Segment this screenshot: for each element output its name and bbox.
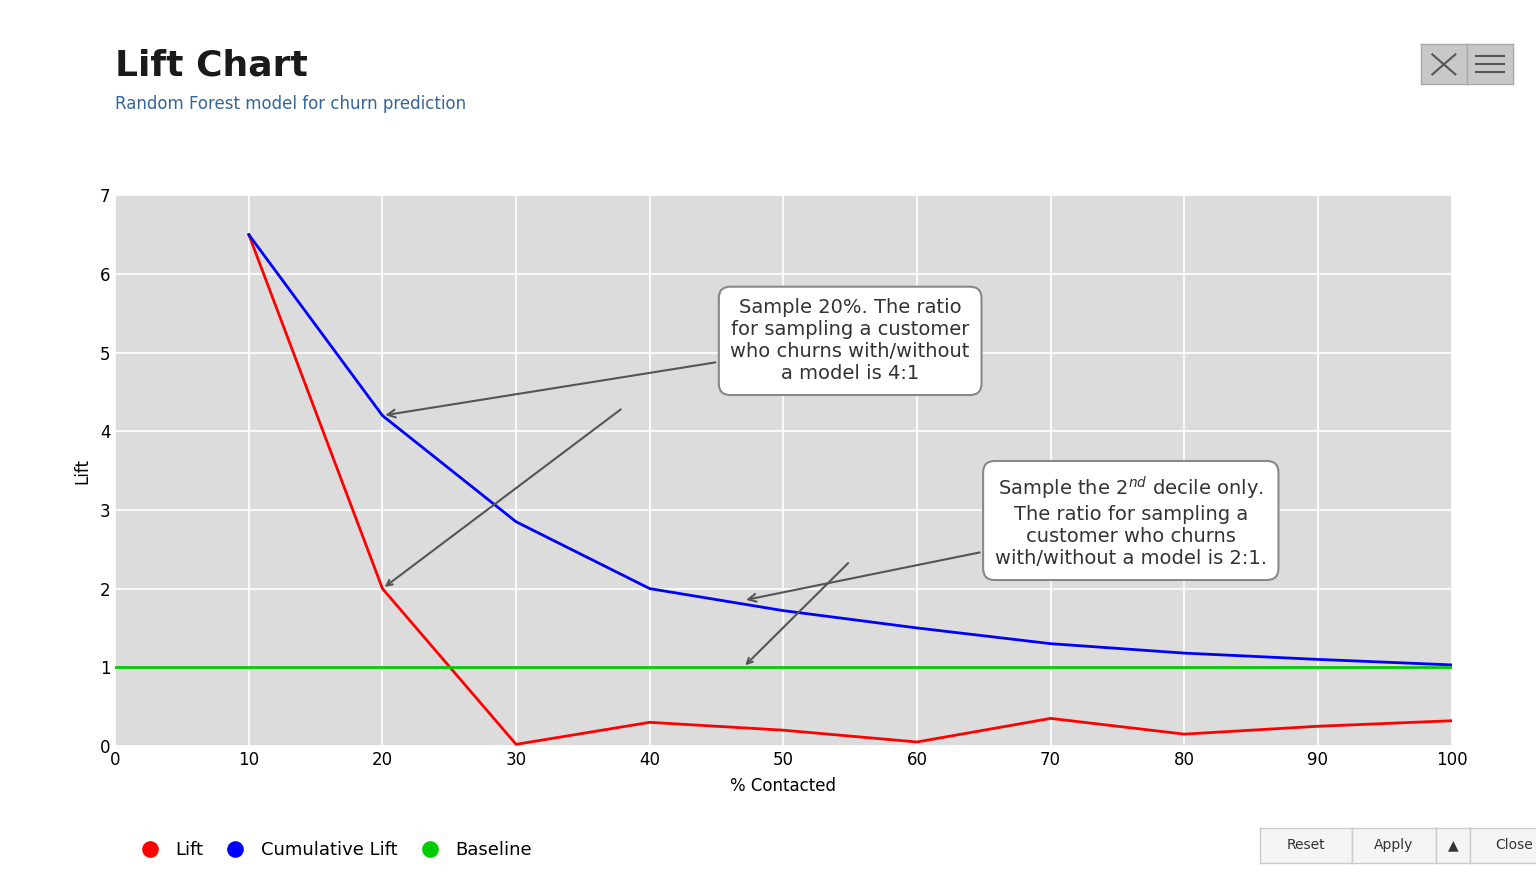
Text: Sample the 2$^{nd}$ decile only.
The ratio for sampling a
customer who churns
wi: Sample the 2$^{nd}$ decile only. The rat…	[748, 475, 1267, 602]
Legend: Lift, Cumulative Lift, Baseline: Lift, Cumulative Lift, Baseline	[124, 834, 539, 867]
Text: Random Forest model for churn prediction: Random Forest model for churn prediction	[115, 95, 467, 113]
Text: Reset: Reset	[1286, 838, 1326, 852]
Text: Apply: Apply	[1375, 838, 1413, 852]
Y-axis label: Lift: Lift	[74, 457, 91, 484]
Text: ▲: ▲	[1448, 838, 1458, 852]
Text: Close: Close	[1496, 838, 1533, 852]
X-axis label: % Contacted: % Contacted	[730, 777, 837, 795]
Text: Lift Chart: Lift Chart	[115, 49, 309, 83]
Text: Sample 20%. The ratio
for sampling a customer
who churns with/without
a model is: Sample 20%. The ratio for sampling a cus…	[387, 298, 969, 417]
